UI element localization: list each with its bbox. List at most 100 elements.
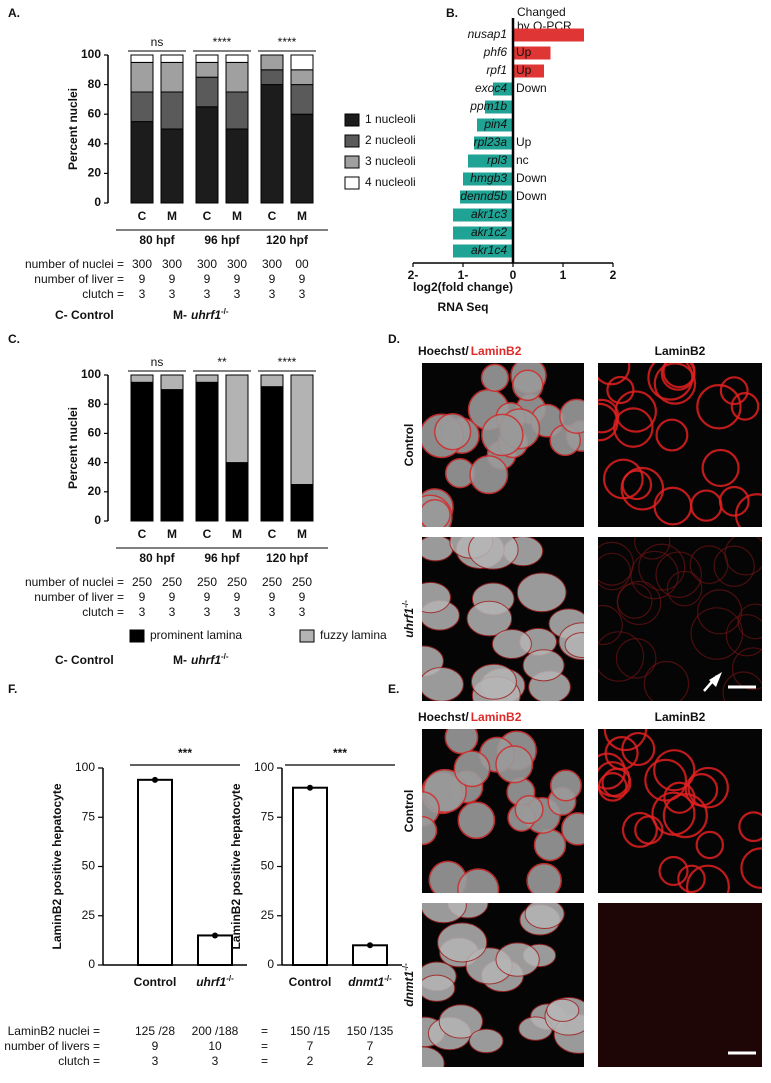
x-tick-label: uhrf1-/- [196, 974, 234, 990]
qpcr-label: Up [516, 45, 532, 59]
y-tick-label: 60 [88, 106, 102, 120]
gene-label: phf6 [483, 45, 508, 59]
footer-part: -/- [221, 652, 229, 661]
microscopy-image [598, 903, 762, 1067]
header: Changed [517, 5, 566, 19]
x-tick-label: C [138, 209, 147, 223]
table-row-label: number of liver = [34, 590, 124, 604]
panel-label: E. [388, 682, 399, 696]
nuclear-rim [718, 485, 750, 517]
row-label: Control [402, 424, 416, 467]
significance: ** [217, 355, 227, 369]
panel-label: D. [388, 332, 400, 346]
nuclear-rim [601, 767, 632, 798]
group-label: 80 hpf [139, 551, 175, 565]
bar [453, 244, 513, 258]
nucleus [516, 572, 567, 613]
bar-segment [130, 381, 154, 522]
nucleus [470, 663, 517, 700]
nucleus [457, 868, 500, 893]
legend-label: 1 nucleoli [365, 112, 416, 126]
table-cell: 7 [307, 1039, 314, 1053]
legend-label: 2 nucleoli [365, 133, 416, 147]
significance: **** [213, 35, 232, 49]
bar [197, 934, 233, 967]
x-tick-label: Control [289, 975, 332, 989]
bar-segment [195, 76, 219, 108]
bar [292, 786, 328, 967]
nuclear-rim [725, 614, 762, 657]
bar-segment [130, 54, 154, 63]
y-tick-label: 25 [261, 908, 275, 922]
table-cell: 9 [299, 272, 306, 286]
nuclear-rim [655, 551, 702, 598]
image-header-part: Hoechst/ [418, 710, 469, 724]
nuclear-rim [598, 604, 623, 646]
row-label: dnmt1-/- [401, 963, 417, 1007]
x-tick-label-part: uhrf1 [196, 975, 226, 989]
bar-segment [225, 462, 249, 522]
nucleus [480, 363, 510, 392]
panel-label: C. [8, 332, 20, 346]
x-tick-label: M [232, 527, 242, 541]
microscopy-image [422, 537, 584, 701]
nuclear-rim [598, 631, 645, 682]
table-row-label: number of livers = [4, 1039, 100, 1053]
nuclear-rim [653, 363, 697, 405]
table-row-label: = [261, 1054, 268, 1068]
qpcr-label: nc [516, 153, 529, 167]
nuclear-rim [690, 607, 744, 660]
bar-segment [130, 61, 154, 93]
bar-segment [225, 374, 249, 464]
significance: **** [278, 355, 297, 369]
data-point [307, 784, 313, 791]
footer: C- Control [55, 308, 114, 322]
image-header: LaminB2 [655, 344, 706, 358]
table-cell: 2 [367, 1054, 374, 1068]
panel-label: F. [8, 682, 17, 696]
x-tick-label-part: dnmt1 [348, 975, 384, 989]
table-cell: 300 [132, 257, 152, 271]
table-row-label: clutch = [82, 287, 124, 301]
x-tick-label: dnmt1-/- [348, 974, 392, 990]
gene-label: exoc4 [475, 81, 507, 95]
nuclear-rim [713, 545, 755, 587]
qpcr-label: Up [516, 135, 532, 149]
table-cell: 3 [152, 1054, 159, 1068]
bar-segment [130, 91, 154, 123]
table-row-label: clutch = [58, 1054, 100, 1068]
data-point [152, 776, 158, 783]
y-tick-label: 40 [88, 136, 102, 150]
table-cell: 250 [197, 575, 217, 589]
y-tick-label: 0 [94, 513, 101, 527]
table-row-label: LaminB2 nuclei = [8, 1024, 100, 1038]
nuclear-rim [643, 660, 690, 701]
bar-segment [225, 128, 249, 204]
table-cell: 9 [139, 272, 146, 286]
table-cell: 250 [262, 575, 282, 589]
bar-segment [225, 61, 249, 93]
microscopy-image [598, 729, 762, 893]
gene-label: nusap1 [468, 27, 507, 41]
table-cell: 250 [132, 575, 152, 589]
image-header-part: LaminB2 [471, 344, 522, 358]
table-cell: 150 /135 [347, 1024, 394, 1038]
nuclear-rim [621, 811, 658, 848]
y-tick-label: 50 [82, 859, 96, 873]
nucleus [422, 499, 451, 527]
legend-swatch [344, 155, 360, 169]
nuclear-rim [687, 766, 729, 809]
image-header: Hoechst/LaminB2 [418, 344, 522, 358]
qpcr-label: Down [516, 171, 547, 185]
nucleus [522, 649, 565, 682]
bar-segment [160, 54, 184, 63]
nuclear-rim [598, 772, 628, 802]
gene-label: akr1c2 [471, 225, 507, 239]
table-row-label: number of liver = [34, 272, 124, 286]
row-label-part: -/- [401, 963, 410, 971]
nuclear-rim [620, 466, 665, 511]
nuclear-rim [701, 448, 740, 488]
x-tick-label: M [297, 209, 307, 223]
x-tick-label: M [297, 527, 307, 541]
